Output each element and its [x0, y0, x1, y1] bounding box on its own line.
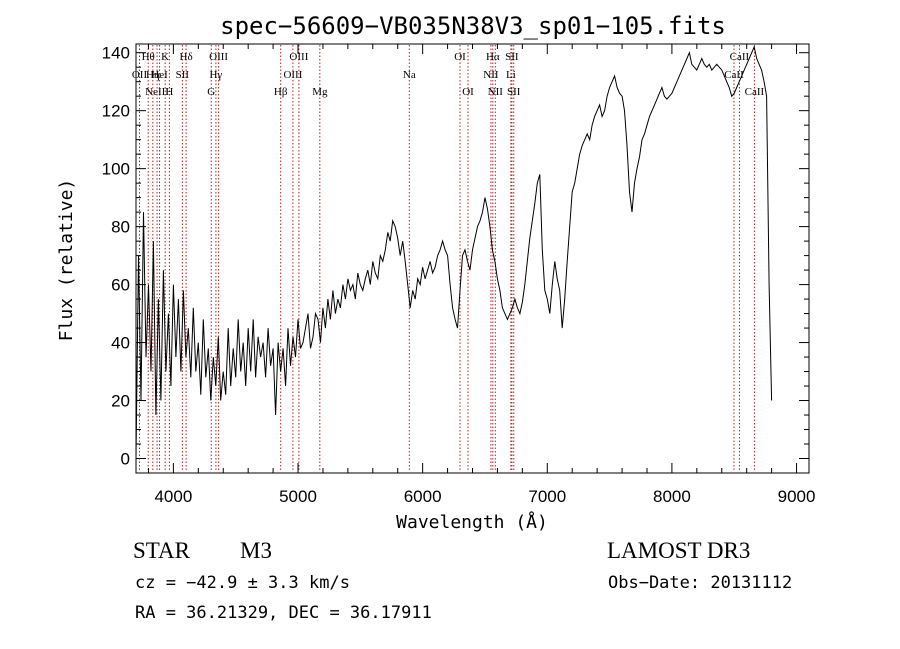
line-marker-label: SII: [505, 51, 519, 63]
y-axis: 0 20 40 60 80 100 120 140: [102, 44, 809, 469]
line-marker-label: OIII: [289, 51, 308, 63]
spectrum-line: [135, 45, 773, 459]
y-tick-label: 60: [111, 276, 130, 295]
chart-title: spec−56609−VB035N38V3_sp01−105.fits: [220, 12, 726, 40]
line-marker-label: CaII: [730, 51, 750, 63]
line-marker-label: Na: [403, 69, 416, 81]
line-marker-label: Hβ: [274, 86, 288, 98]
line-marker-label: HeI: [151, 69, 168, 81]
line-marker-label: Li: [506, 69, 516, 81]
x-tick-label: 5000: [279, 487, 317, 506]
object-subclass: M3: [240, 538, 272, 563]
line-marker-label: OI: [462, 86, 474, 98]
line-marker-label: Mg: [312, 86, 328, 98]
line-marker-label: K: [161, 51, 169, 63]
x-tick-label: 7000: [528, 487, 566, 506]
x-tick-label: 8000: [653, 487, 691, 506]
line-marker-label: Hγ: [209, 69, 222, 81]
y-tick-label: 120: [102, 102, 130, 121]
y-tick-label: 100: [102, 160, 130, 179]
line-marker-label: OIII: [209, 51, 228, 63]
y-tick-label: 40: [111, 334, 130, 353]
line-marker-label: CaII: [724, 69, 744, 81]
line-marker-label: Hα: [486, 51, 500, 63]
line-markers: [138, 45, 755, 472]
y-axis-label: Flux (relative): [56, 179, 77, 342]
y-tick-label: 20: [111, 392, 130, 411]
object-type: STAR: [133, 538, 190, 563]
line-marker-label: SII: [507, 86, 521, 98]
line-marker-label: H: [165, 86, 173, 98]
line-marker-label: OIII: [283, 69, 302, 81]
line-marker-label: NII: [488, 86, 504, 98]
line-marker-label: NeIII: [145, 86, 169, 98]
x-tick-label: 6000: [404, 487, 442, 506]
line-marker-label: OI: [454, 51, 466, 63]
line-marker-label: Hθ: [142, 51, 155, 63]
line-marker-label: SII: [176, 69, 190, 81]
line-marker-label: CaII: [745, 86, 765, 98]
coordinates: RA = 36.21329, DEC = 36.17911: [135, 603, 432, 623]
y-tick-label: 140: [102, 44, 130, 63]
survey-name: LAMOST DR3: [607, 538, 751, 563]
x-tick-label: 9000: [778, 487, 816, 506]
y-tick-label: 80: [111, 218, 130, 237]
redshift-value: cz = −42.9 ± 3.3 km/s: [135, 573, 350, 593]
y-tick-label: 0: [121, 450, 130, 469]
line-marker-label: Hη: [146, 69, 160, 81]
plot-frame: [135, 43, 810, 474]
line-marker-label: Hδ: [180, 51, 193, 63]
obs-date: Obs−Date: 20131112: [608, 573, 793, 593]
line-marker-label: NII: [483, 69, 499, 81]
x-tick-label: 4000: [154, 487, 192, 506]
x-axis: 4000 5000 6000 7000 8000 9000: [147, 44, 816, 506]
x-axis-label: Wavelength (Å): [396, 511, 548, 533]
line-marker-label: G: [207, 86, 215, 98]
marker-labels: OIIHθHηNeIIIHeIKHSIIHδGHγOIIIHβOIIIOIIIM…: [132, 51, 765, 98]
